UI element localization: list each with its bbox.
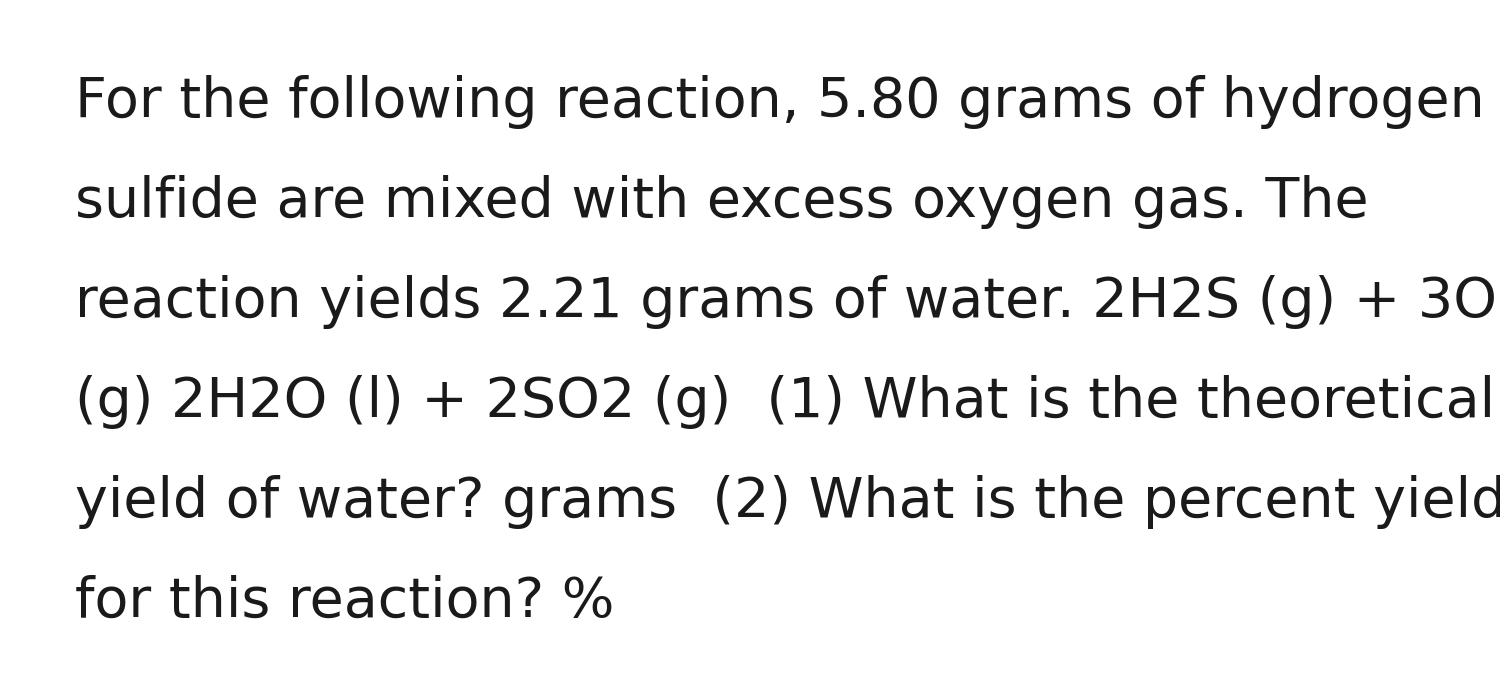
Text: reaction yields 2.21 grams of water. 2H2S (g) + 3O2: reaction yields 2.21 grams of water. 2H2… (75, 275, 1500, 329)
Text: yield of water? grams  (2) What is the percent yield: yield of water? grams (2) What is the pe… (75, 475, 1500, 529)
Text: sulfide are mixed with excess oxygen gas. The: sulfide are mixed with excess oxygen gas… (75, 175, 1368, 229)
Text: (g) 2H2O (l) + 2SO2 (g)  (1) What is the theoretical: (g) 2H2O (l) + 2SO2 (g) (1) What is the … (75, 375, 1496, 429)
Text: for this reaction? %: for this reaction? % (75, 575, 615, 629)
Text: For the following reaction, 5.80 grams of hydrogen: For the following reaction, 5.80 grams o… (75, 75, 1485, 129)
